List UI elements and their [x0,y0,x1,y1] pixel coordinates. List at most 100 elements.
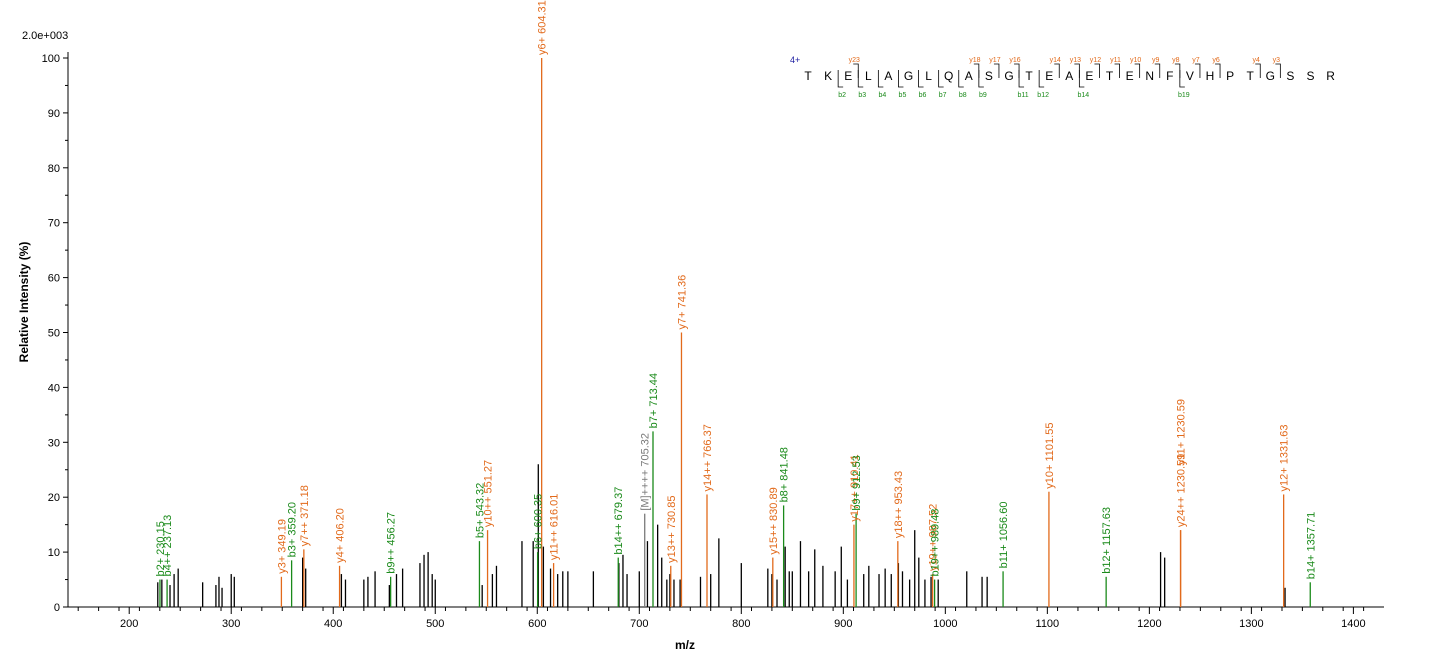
y-axis-title: Relative Intensity (%) [17,242,31,363]
y-ion-label: y12 [1090,57,1101,64]
y-ion-bracket [973,63,980,78]
peak-label: b14++ 679.37 [613,487,625,555]
peak-label: b14+ 1357.71 [1305,512,1317,580]
x-tick-label: 400 [324,618,342,630]
y-ion-label: y8 [1172,57,1180,64]
peak-label: y13++ 730.85 [666,496,678,563]
b-ion-label: b19 [1178,92,1190,99]
y-ion-label: y7 [1192,57,1200,64]
peak-label: b5+ 543.32 [474,483,486,538]
b-ion-bracket [877,70,884,88]
b-ion-label: b14 [1078,92,1090,99]
peak-label: b7+ 713.44 [648,373,660,428]
peak-label: b9+ 912.53 [851,455,863,510]
b-ion-bracket [1038,70,1045,88]
y-tick-label: 80 [48,163,60,175]
b-ion-label: b2 [838,92,846,99]
sequence-residue: N [1145,69,1154,83]
peak-label: y11++ 616.01 [549,494,561,560]
b-ion-label: b3 [858,92,866,99]
b-ion-label: b7 [939,92,947,99]
sequence-residue: E [844,69,852,83]
b-ion-bracket [1078,70,1085,88]
y-ion-bracket [1215,63,1221,78]
peak-label: b9++ 456.27 [386,512,398,574]
sequence-residue: A [884,69,892,83]
y-tick-label: 90 [48,108,60,120]
sequence-residue: E [1085,69,1093,83]
x-tick-label: 1300 [1239,618,1263,630]
y-ion-label: y4 [1253,57,1261,64]
b-ion-label: b6 [919,92,927,99]
sequence-residue: G [1266,69,1275,83]
sequence-residue: F [1166,69,1173,83]
peak-label: y14++ 766.37 [702,424,714,491]
y-tick-label: 20 [48,492,60,504]
sequence-residue: G [1004,69,1013,83]
b-ion-label: b8 [959,92,967,99]
peak-label: b4++ 237.13 [162,515,174,577]
peak-label: y7+ 741.36 [676,275,688,330]
y-ion-label: y18 [969,57,980,64]
peak-label: y10++ 551.27 [483,460,495,527]
b-ion-label: b11 [1017,92,1028,99]
peak-label: y17++ 910.41 [849,454,861,521]
axes: 0 10 20 30 40 50 60 70 80 90 100 200 300 400 500 600 700… [42,52,1384,630]
sequence-residue: P [1226,69,1234,83]
peak-label: y12+ 1331.63 [1279,424,1291,491]
y-ion-label: y14 [1050,57,1061,64]
y-ion-label: y16 [1009,57,1020,64]
sequence-residue: A [1065,69,1073,83]
sequence-residue: E [1045,69,1053,83]
x-tick-label: 1200 [1137,618,1161,630]
y-ion-bracket [1054,63,1060,78]
sequence-residue: T [1106,69,1114,83]
peak-label: b3+ 359.20 [287,502,299,557]
peak-label: y6+ 604.31 [537,0,549,55]
sequence-residue: T [804,69,812,83]
y-tick-label: 100 [42,53,60,65]
sequence-residue: S [1286,69,1294,83]
sequence-residue: S [1306,69,1314,83]
y-ion-label: y6 [1212,57,1220,64]
y-ion-label: y11 [1110,57,1121,64]
peak-label: y4+ 406.20 [335,508,347,563]
sequence-residue: E [1126,69,1134,83]
y-tick-label: 30 [48,437,60,449]
sequence-residue: T [1025,69,1033,83]
peak-label: b8+ 841.48 [779,447,791,502]
sequence-residue: S [985,69,993,83]
peaks [157,58,1311,607]
peak-label: y19++ 987.52 [928,504,940,571]
x-tick-label: 900 [834,618,852,630]
y-ion-bracket [1255,63,1261,78]
y-ion-bracket [1275,63,1281,78]
peak-label: b12+ 1157.63 [1101,507,1113,574]
peak-label: b2+ 230.15 [155,521,167,576]
sequence-residue: G [904,69,913,83]
x-tick-label: 600 [528,618,546,630]
b-ion-bracket [1179,70,1185,88]
sequence-residue: H [1206,69,1215,83]
b-ion-bracket [837,70,844,88]
x-tick-label: 1000 [933,618,957,630]
b-ion-bracket [938,70,944,88]
y-ion-bracket [993,63,1000,78]
peak-label: b11+ 1056.60 [998,502,1010,569]
y-tick-label: 40 [48,382,60,394]
b-ion-bracket [1018,70,1025,88]
y-ion-label: y9 [1152,57,1160,64]
y-ion-label: y17 [989,57,1000,64]
x-axis-title: m/z [675,638,695,652]
b-ion-label: b4 [878,92,886,99]
x-tick-label: 700 [630,618,648,630]
sequence-residue: V [1186,69,1194,83]
x-tick-label: 800 [732,618,750,630]
b-ion-bracket [978,70,984,88]
y-ion-bracket [1014,63,1020,78]
peak-label: y18++ 953.43 [893,471,905,538]
b-ion-label: b12 [1037,92,1049,99]
